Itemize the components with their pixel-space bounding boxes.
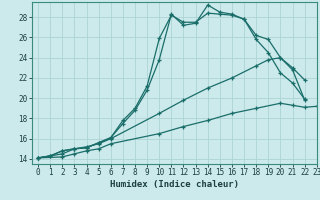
X-axis label: Humidex (Indice chaleur): Humidex (Indice chaleur) — [110, 180, 239, 189]
